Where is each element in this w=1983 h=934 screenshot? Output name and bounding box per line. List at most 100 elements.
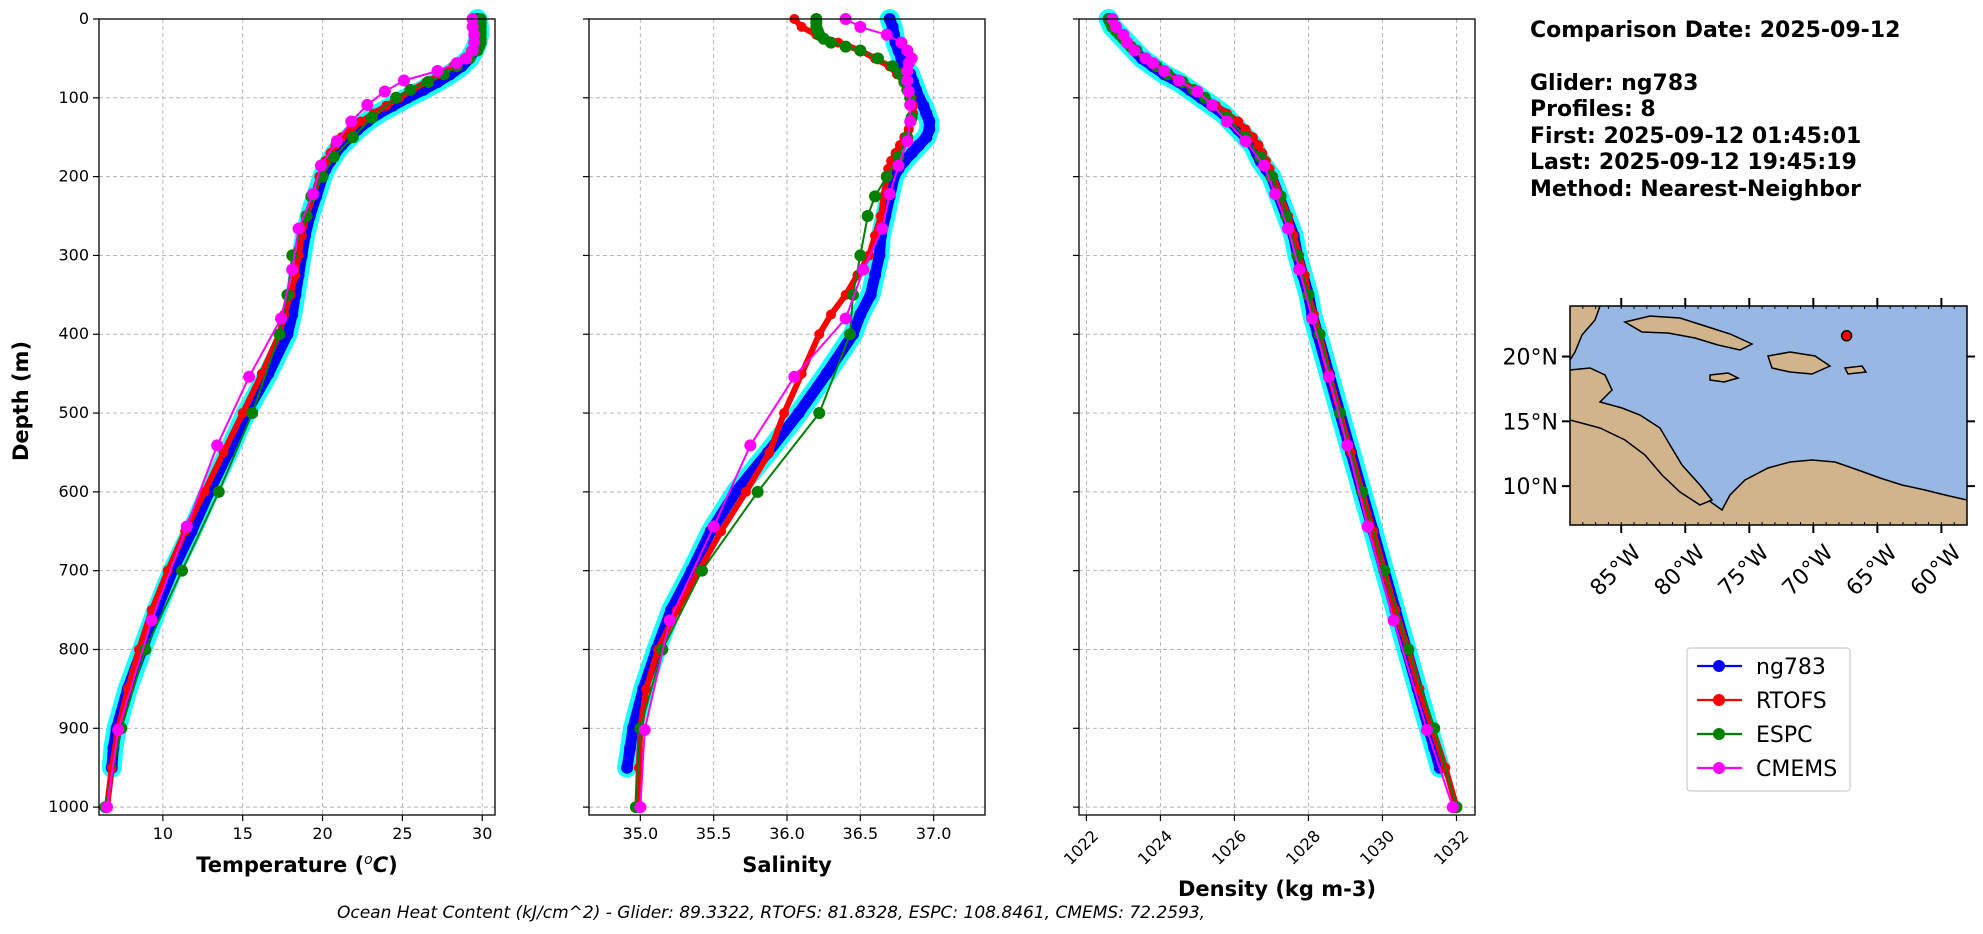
espc-point-18 <box>880 170 893 183</box>
legend-swatch-marker <box>1713 728 1725 740</box>
cmems-point-5 <box>460 52 473 65</box>
map-lon-label-5: 60°W <box>1906 540 1967 601</box>
x-tick-label-0: 10 <box>153 824 173 843</box>
cmems-point-23 <box>634 801 647 814</box>
cmems-point-22 <box>112 723 125 736</box>
espc-point-24 <box>246 407 259 420</box>
rtofs-point-30 <box>779 408 790 419</box>
cmems-point-18 <box>1322 370 1335 383</box>
map-lon-label-4: 65°W <box>1842 540 1903 601</box>
cmems-point-10 <box>1206 98 1219 111</box>
espc-point-26 <box>695 564 708 577</box>
cmems-point-17 <box>839 312 852 325</box>
x-tick-label-2: 36.0 <box>769 824 805 843</box>
x-axis-label: Salinity <box>742 853 832 877</box>
method: Method: Nearest-Neighbor <box>1530 177 1861 202</box>
espc-point-12 <box>421 76 434 89</box>
legend: ng783 RTOFS ESPC CMEMS <box>1686 647 1851 792</box>
rtofs-point-13 <box>1233 116 1244 127</box>
cmems-point-22 <box>638 723 651 736</box>
map-lon-label-2: 75°W <box>1714 540 1775 601</box>
ng783-point-40 <box>621 761 634 774</box>
cmems-point-23 <box>100 801 113 814</box>
legend-entry-ESPC: ESPC <box>1697 723 1813 748</box>
y-tick-label-0: 0 <box>79 9 89 28</box>
legend-swatch-marker <box>1713 762 1725 774</box>
series-CMEMS <box>100 13 481 814</box>
map-lat-label-0: 10°N <box>1503 475 1558 500</box>
rtofs-point-37 <box>641 683 652 694</box>
rtofs-point-16 <box>1253 140 1264 151</box>
cmems-point-15 <box>1282 222 1295 235</box>
cmems-point-22 <box>1420 723 1433 736</box>
x-axis-label: Temperature (oC) <box>196 852 398 877</box>
cmems-point-7 <box>1158 65 1171 78</box>
cmems-point-21 <box>145 614 158 627</box>
map-land-cuba <box>1623 315 1754 351</box>
ng783-line <box>106 13 485 774</box>
y-tick-label-9: 900 <box>58 718 89 737</box>
cmems-point-14 <box>883 187 896 200</box>
ng783-point-17 <box>905 146 918 159</box>
cmems-point-7 <box>431 65 444 78</box>
cmems-point-12 <box>330 135 343 148</box>
cmems-point-20 <box>1361 520 1374 533</box>
ng783-line <box>1103 13 1446 774</box>
profile-count: Profiles: 8 <box>1530 97 1656 122</box>
rtofs-point-31 <box>764 447 775 458</box>
cmems-point-10 <box>361 98 374 111</box>
y-tick-label-3: 300 <box>58 245 89 264</box>
cmems-point-13 <box>892 159 905 172</box>
cmems-point-21 <box>663 614 676 627</box>
x-tick-label-4: 30 <box>472 824 492 843</box>
cmems-point-12 <box>1239 135 1252 148</box>
espc-point-24 <box>813 407 826 420</box>
cmems-point-18 <box>788 370 801 383</box>
cmems-point-6 <box>450 57 463 70</box>
ng783-spread-band <box>1098 9 1450 778</box>
cmems-point-2 <box>880 28 893 41</box>
x-tick-label-3: 25 <box>392 824 412 843</box>
espc-point-14 <box>390 91 402 104</box>
rtofs-point-32 <box>199 486 210 497</box>
espc-point-25 <box>751 485 764 498</box>
x-tick-label-1: 35.5 <box>696 824 732 843</box>
cmems-point-1 <box>1110 20 1123 33</box>
y-tick-label-4: 400 <box>58 324 89 343</box>
cmems-point-19 <box>211 439 224 452</box>
map-land-mexico-north <box>1570 306 1601 362</box>
espc-point-23 <box>273 328 286 341</box>
x-tick-label-1: 15 <box>233 824 253 843</box>
ng783-line <box>621 13 935 774</box>
cmems-point-12 <box>901 135 914 148</box>
cmems-point-7 <box>901 65 914 78</box>
ng783-spread-band <box>101 9 489 778</box>
cmems-point-4 <box>1128 44 1141 57</box>
axes-frame <box>98 18 496 816</box>
map-lon-label-3: 70°W <box>1778 540 1839 601</box>
cmems-point-9 <box>378 85 391 98</box>
cmems-point-11 <box>1221 115 1234 128</box>
cmems-point-16 <box>286 263 299 276</box>
cmems-point-6 <box>1147 57 1160 70</box>
cmems-point-23 <box>1446 801 1459 814</box>
cmems-point-14 <box>1269 187 1282 200</box>
legend-label: ng783 <box>1756 655 1826 680</box>
cmems-point-9 <box>902 85 915 98</box>
comparison-date: Comparison Date: 2025-09-12 <box>1530 18 1900 43</box>
x-tick-label-3: 36.5 <box>843 824 879 843</box>
ng783-point-15 <box>920 131 933 144</box>
series-CMEMS <box>634 13 918 814</box>
map-lon-label-1: 80°W <box>1650 540 1711 601</box>
legend-swatch-marker <box>1713 694 1725 706</box>
legend-label: CMEMS <box>1756 757 1837 782</box>
rtofs-point-31 <box>218 447 229 458</box>
ng783-point-27 <box>286 308 299 321</box>
series-ng783 <box>617 9 940 778</box>
ng783-point-27 <box>854 308 867 321</box>
rtofs-point-13 <box>355 116 366 127</box>
cmems-point-18 <box>243 370 256 383</box>
rtofs-point-27 <box>826 309 836 320</box>
ng783-point-29 <box>820 367 833 380</box>
y-tick-label-2: 200 <box>58 167 89 186</box>
